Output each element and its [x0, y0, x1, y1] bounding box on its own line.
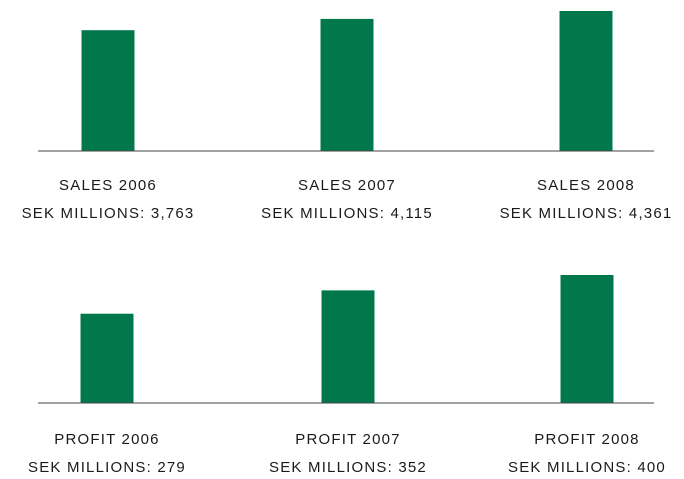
- category-label: SALES 2007: [298, 177, 396, 194]
- category-label: PROFIT 2007: [295, 431, 400, 448]
- category-label: SALES 2006: [59, 177, 157, 194]
- bar: [80, 313, 134, 403]
- value-label: SEK MILLIONS: 400: [508, 459, 666, 476]
- bar: [81, 30, 135, 151]
- bar: [559, 11, 613, 151]
- value-label: SEK MILLIONS: 3,763: [22, 205, 195, 222]
- value-label: SEK MILLIONS: 4,361: [500, 205, 673, 222]
- value-label: SEK MILLIONS: 4,115: [261, 205, 433, 222]
- bar: [560, 275, 614, 403]
- value-label: SEK MILLIONS: 352: [269, 459, 427, 476]
- value-label: SEK MILLIONS: 279: [28, 459, 186, 476]
- category-label: PROFIT 2006: [54, 431, 159, 448]
- bar: [321, 290, 375, 403]
- category-label: SALES 2008: [537, 177, 635, 194]
- category-label: PROFIT 2008: [534, 431, 639, 448]
- bar: [320, 18, 374, 151]
